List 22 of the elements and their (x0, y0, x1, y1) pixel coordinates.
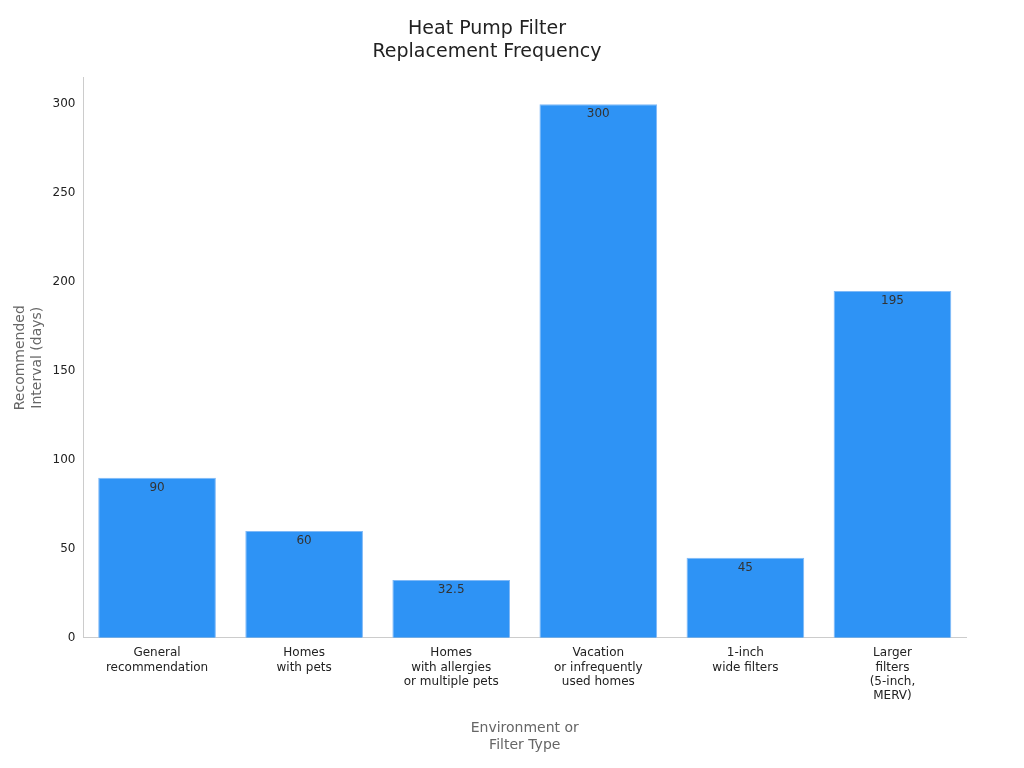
x-axis-title: Environment or Filter Type (470, 719, 580, 753)
x-tick-label: General recommendation (105, 645, 209, 674)
y-tick-label: 200 (52, 274, 76, 289)
y-tick-label: 50 (60, 541, 76, 555)
y-tick-label: 300 (52, 96, 76, 111)
data-label: 60 (296, 533, 312, 548)
data-label: 32.5 (437, 582, 465, 597)
y-tick-label: 150 (52, 363, 76, 378)
y-tick-label: 100 (52, 452, 76, 467)
y-tick-label: 0 (67, 629, 76, 644)
x-tick-label: Vacation or infrequently used homes (553, 645, 643, 688)
x-tick-label: Larger filters (5-inch, MERV) (869, 645, 916, 703)
x-tick-label: 1-inch wide filters (712, 645, 779, 674)
data-label: 45 (737, 559, 754, 574)
x-tick-label: Homes with pets (276, 645, 332, 674)
y-tick-label: 250 (52, 185, 76, 200)
chart-title: Heat Pump Filter Replacement Frequency (372, 16, 602, 62)
data-label: 300 (586, 106, 610, 121)
data-label: 195 (881, 293, 904, 308)
data-label: 90 (149, 479, 165, 494)
y-axis-title: Recommended Interval (days) (11, 305, 44, 411)
x-tick-label: Homes with allergies or multiple pets (403, 645, 499, 688)
